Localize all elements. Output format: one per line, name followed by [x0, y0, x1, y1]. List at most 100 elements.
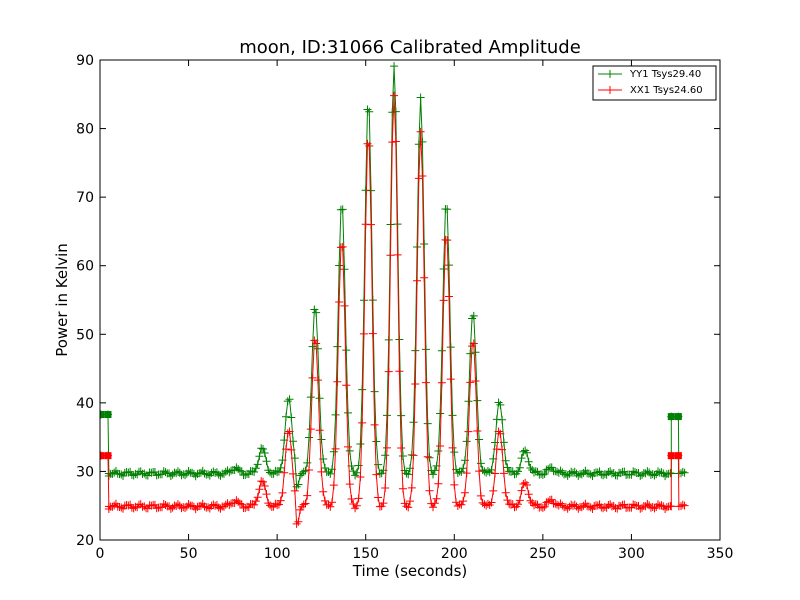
- data-point: [577, 470, 586, 479]
- data-point: [443, 236, 452, 245]
- data-point: [384, 367, 393, 376]
- data-point: [349, 500, 358, 509]
- data-point: [250, 467, 259, 476]
- data-point: [370, 387, 379, 396]
- data-point: [616, 501, 625, 510]
- data-point: [257, 444, 266, 453]
- data-point: [430, 466, 439, 475]
- data-point: [358, 418, 367, 427]
- data-point: [303, 458, 312, 467]
- data-point: [358, 385, 367, 394]
- data-point: [315, 394, 324, 403]
- data-point: [395, 367, 404, 376]
- data-point: [556, 499, 565, 508]
- data-point: [320, 464, 329, 473]
- data-point: [271, 466, 280, 475]
- data-point: [382, 443, 391, 452]
- data-point: [457, 500, 466, 509]
- data-point: [466, 349, 475, 358]
- data-point: [421, 378, 430, 387]
- endpoint-marker: [674, 452, 682, 460]
- data-point: [381, 451, 390, 460]
- data-point: [437, 378, 446, 387]
- data-point: [475, 467, 484, 476]
- data-point: [131, 469, 140, 478]
- data-point: [349, 467, 358, 476]
- data-point: [398, 451, 407, 460]
- legend-yy1-label: YY1 Tsys29.40: [629, 69, 701, 80]
- data-point: [499, 469, 508, 478]
- data-point: [345, 446, 354, 455]
- data-point: [629, 500, 638, 509]
- data-point: [301, 466, 310, 475]
- data-point: [600, 470, 609, 479]
- data-point: [646, 503, 655, 512]
- data-point: [308, 373, 317, 382]
- data-point: [326, 502, 335, 511]
- data-point: [404, 503, 413, 512]
- data-point: [600, 503, 609, 512]
- data-point: [457, 467, 466, 476]
- data-point: [297, 502, 306, 511]
- data-point: [173, 467, 182, 476]
- data-point: [425, 453, 434, 462]
- data-point: [294, 517, 303, 526]
- data-point: [519, 447, 528, 456]
- data-point: [333, 377, 342, 386]
- data-point: [161, 468, 170, 477]
- data-point: [586, 470, 595, 479]
- data-point: [140, 469, 149, 478]
- series-markers-xx1: [100, 91, 689, 528]
- x-axis-label: Time (seconds): [352, 562, 468, 580]
- data-point: [469, 339, 478, 348]
- data-point: [356, 472, 365, 481]
- data-point: [232, 463, 241, 472]
- data-point: [193, 469, 202, 478]
- data-point: [305, 433, 314, 442]
- x-tick-label: 100: [264, 546, 291, 562]
- data-point: [257, 477, 266, 486]
- data-point: [425, 486, 434, 495]
- data-point: [152, 471, 161, 480]
- data-point: [368, 329, 377, 338]
- data-point: [273, 501, 282, 510]
- data-point: [402, 502, 411, 511]
- data-point: [654, 467, 662, 476]
- data-point: [444, 292, 453, 301]
- data-point: [444, 261, 453, 270]
- data-point: [274, 500, 283, 509]
- data-point: [487, 465, 496, 474]
- data-point: [630, 501, 639, 509]
- data-point: [315, 426, 324, 435]
- data-point: [558, 468, 567, 477]
- data-point: [517, 454, 526, 463]
- data-point: [678, 467, 687, 476]
- y-tick-label: 50: [76, 327, 94, 343]
- data-point: [459, 497, 468, 506]
- data-point: [522, 481, 531, 490]
- data-point: [283, 397, 292, 406]
- data-point: [434, 446, 443, 455]
- data-point: [209, 500, 218, 509]
- data-point: [299, 467, 308, 476]
- data-point: [354, 461, 363, 470]
- data-point: [503, 496, 512, 505]
- data-point: [464, 397, 473, 406]
- data-point: [606, 500, 615, 509]
- data-point: [590, 502, 599, 511]
- y-tick-label: 40: [76, 396, 94, 412]
- data-point: [296, 471, 305, 480]
- data-point: [434, 479, 443, 488]
- data-point: [453, 502, 462, 511]
- data-point: [429, 503, 438, 512]
- data-point: [372, 470, 381, 479]
- data-point: [227, 499, 236, 508]
- legend-box: [592, 65, 717, 101]
- data-point: [446, 375, 455, 384]
- data-point: [317, 435, 326, 444]
- endpoint-marker: [667, 413, 675, 421]
- data-point: [287, 445, 296, 454]
- data-point: [188, 501, 197, 510]
- data-point: [129, 504, 138, 513]
